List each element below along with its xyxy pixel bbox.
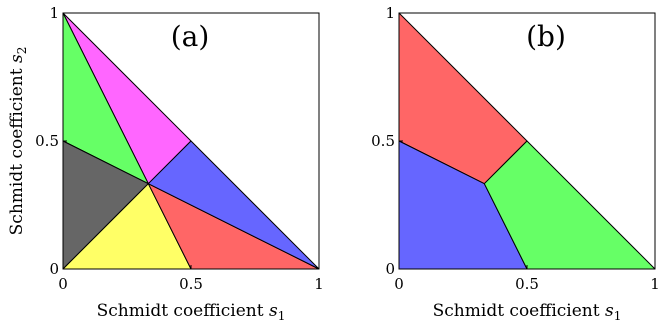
panel-b-y-tick-label: 0 [385,260,395,278]
panel-a-label: (a) [171,20,210,53]
panel-a-x-tick-label: 0 [58,275,68,293]
panel-a-y-tick-label: 1 [49,4,59,22]
panel-a-x-axis-label: Schmidt coefficient s1 [97,301,286,323]
panel-a-regions [62,12,320,270]
panel-b: 0 0.5 1 00.51 (b) Schmidt coefficient s1 [371,4,658,323]
panel-a: 0 0.5 1 00.51 (a) Schmidt coefficient s1 S… [7,4,324,323]
panel-b-x-tick-label: 0.5 [515,275,539,293]
panel-b-x-tick-label: 1 [650,275,658,293]
panel-a-x-tick-label: 0.5 [179,275,203,293]
panel-b-x-ticks: 0 0.5 1 [394,265,658,293]
panel-b-y-ticks: 00.51 [371,4,403,278]
panel-b-label: (b) [526,20,566,53]
panel-a-y-axis-label: Schmidt coefficient s2 [7,47,29,236]
panel-b-regions [398,12,656,270]
panel-a-y-tick-label: 0 [49,260,59,278]
panel-a-region-5 [147,140,320,270]
panel-a-x-ticks: 0 0.5 1 [58,265,324,293]
panel-a-y-tick-label: 0.5 [35,132,59,150]
panel-a-y-ticks: 00.51 [35,4,67,278]
panel-b-y-tick-label: 0.5 [371,132,395,150]
panel-b-y-tick-label: 1 [385,4,395,22]
panel-b-x-tick-label: 0 [394,275,404,293]
panel-b-x-axis-label: Schmidt coefficient s1 [433,301,622,323]
panel-a-x-tick-label: 1 [314,275,324,293]
